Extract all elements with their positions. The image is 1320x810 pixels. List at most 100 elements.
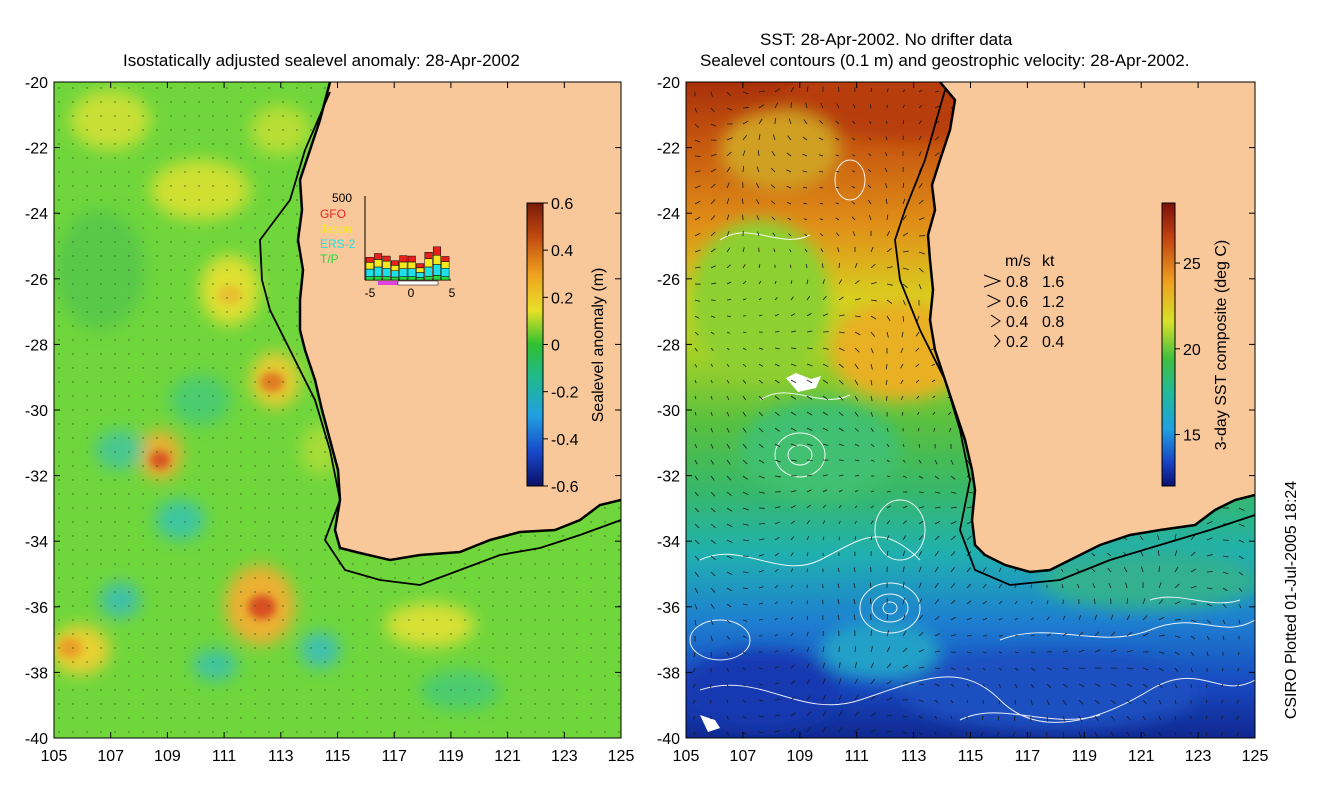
velocity-vector bbox=[771, 151, 776, 157]
velocity-vector bbox=[726, 459, 731, 465]
velocity-vector bbox=[1014, 683, 1018, 689]
velocity-vector bbox=[822, 379, 829, 384]
velocity-vector bbox=[1125, 582, 1128, 589]
velocity-vector bbox=[934, 550, 939, 557]
velocity-vector bbox=[1238, 603, 1242, 609]
inset-bar-segment bbox=[374, 253, 383, 260]
velocity-vector bbox=[710, 603, 715, 609]
velocity-vector bbox=[838, 536, 840, 541]
velocity-vector bbox=[868, 199, 872, 205]
velocity-vector bbox=[902, 566, 905, 573]
velocity-vector bbox=[1062, 667, 1069, 670]
velocity-vector bbox=[742, 491, 749, 496]
velocity-vector bbox=[1142, 667, 1149, 671]
velocity-vector bbox=[998, 617, 1003, 621]
velocity-vector bbox=[822, 347, 829, 350]
velocity-vector bbox=[758, 411, 764, 417]
velocity-vector bbox=[934, 520, 941, 525]
velocity-vector bbox=[806, 379, 813, 384]
velocity-vector bbox=[934, 715, 938, 720]
velocity-vector bbox=[694, 555, 700, 561]
velocity-vector bbox=[1094, 631, 1100, 637]
y-tick-label: -32 bbox=[25, 469, 48, 486]
velocity-vector bbox=[822, 536, 825, 541]
velocity-vector bbox=[726, 619, 731, 624]
velocity-vector bbox=[802, 170, 808, 173]
velocity-vector bbox=[934, 90, 940, 93]
x-tick-label: 107 bbox=[97, 748, 124, 765]
y-tick-label: -34 bbox=[657, 534, 680, 551]
velocity-vector bbox=[1158, 566, 1160, 573]
velocity-vector bbox=[852, 154, 856, 157]
x-tick-label: 123 bbox=[551, 748, 578, 765]
velocity-vector bbox=[742, 603, 748, 606]
velocity-vector bbox=[932, 395, 936, 399]
velocity-vector bbox=[710, 395, 713, 400]
velocity-vector bbox=[822, 411, 829, 416]
velocity-vector bbox=[787, 217, 792, 221]
inset-bar-segment bbox=[382, 255, 391, 262]
velocity-vector bbox=[790, 664, 795, 669]
velocity-vector bbox=[758, 379, 764, 384]
y-tick-label: -20 bbox=[657, 75, 680, 92]
velocity-vector bbox=[1030, 683, 1035, 689]
velocity-vector bbox=[774, 601, 779, 605]
velocity-vector bbox=[950, 520, 957, 525]
y-tick-label: -28 bbox=[25, 337, 48, 354]
velocity-vector bbox=[838, 504, 842, 509]
velocity-vector bbox=[726, 347, 730, 351]
velocity-vector bbox=[1190, 568, 1197, 573]
velocity-vector bbox=[774, 102, 779, 109]
inset-bar-segment bbox=[382, 276, 391, 281]
velocity-vector bbox=[1157, 534, 1160, 541]
velocity-vector bbox=[774, 459, 781, 463]
x-tick-label: 109 bbox=[154, 748, 181, 765]
velocity-vector bbox=[1078, 649, 1085, 653]
velocity-vector bbox=[1046, 699, 1050, 706]
velocity-vector bbox=[756, 215, 760, 221]
velocity-vector bbox=[886, 663, 892, 669]
velocity-vector bbox=[742, 331, 747, 334]
velocity-vector bbox=[694, 200, 701, 205]
velocity-vector bbox=[742, 635, 747, 639]
velocity-vector bbox=[870, 87, 872, 93]
velocity-vector bbox=[1094, 614, 1098, 621]
velocity-vector bbox=[790, 330, 796, 333]
velocity-vector bbox=[934, 105, 940, 109]
velocity-vector bbox=[726, 379, 730, 384]
velocity-vector bbox=[934, 731, 937, 736]
velocity-vector bbox=[1158, 699, 1162, 705]
velocity-vector bbox=[1046, 616, 1050, 621]
velocity-vector bbox=[918, 151, 922, 157]
velocity-vector bbox=[822, 443, 829, 446]
velocity-vector bbox=[838, 395, 844, 401]
velocity-vector bbox=[853, 583, 856, 589]
velocity-vector bbox=[774, 297, 778, 301]
velocity-vector bbox=[886, 714, 893, 717]
velocity-vector bbox=[838, 379, 844, 385]
velocity-vector bbox=[1190, 667, 1193, 673]
x-tick-label: 105 bbox=[673, 748, 700, 765]
velocity-vector bbox=[1237, 667, 1240, 672]
velocity-vector bbox=[1094, 699, 1100, 705]
velocity-vector bbox=[1091, 553, 1096, 557]
velocity-vector bbox=[1108, 582, 1112, 589]
velocity-vector bbox=[710, 282, 717, 285]
velocity-vector bbox=[1158, 582, 1162, 589]
velocity-vector bbox=[806, 347, 813, 350]
velocity-vector bbox=[918, 598, 923, 605]
velocity-vector bbox=[1014, 617, 1018, 621]
velocity-vector bbox=[947, 411, 952, 416]
velocity-vector bbox=[966, 506, 973, 509]
velocity-vector bbox=[726, 603, 732, 608]
velocity-vector bbox=[710, 379, 713, 384]
velocity-vector bbox=[710, 427, 713, 433]
velocity-vector bbox=[1110, 715, 1115, 721]
velocity-vector bbox=[950, 459, 954, 465]
inset-bar-segment bbox=[365, 276, 374, 281]
velocity-vector bbox=[806, 411, 813, 416]
colorbar-tick-label: 20 bbox=[1183, 342, 1201, 359]
velocity-vector bbox=[835, 137, 840, 141]
velocity-vector bbox=[694, 139, 701, 143]
velocity-vector bbox=[742, 166, 745, 173]
